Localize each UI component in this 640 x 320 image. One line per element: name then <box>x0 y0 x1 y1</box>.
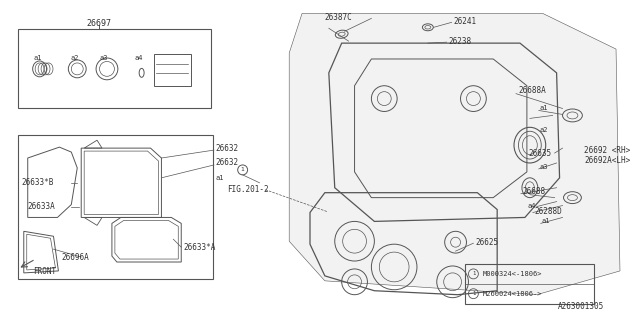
Bar <box>154 54 191 86</box>
Text: 1: 1 <box>472 291 475 296</box>
Text: a2: a2 <box>70 55 79 61</box>
Text: 26692A<LH>: 26692A<LH> <box>584 156 630 165</box>
Text: 26241: 26241 <box>454 17 477 26</box>
Text: 26633*A: 26633*A <box>183 243 216 252</box>
Text: a3: a3 <box>540 164 548 170</box>
Text: 26688: 26688 <box>523 187 546 196</box>
Text: 1: 1 <box>241 167 244 172</box>
Text: A263001305: A263001305 <box>557 302 604 311</box>
Text: 26688A: 26688A <box>518 86 546 95</box>
Text: FIG.201-2: FIG.201-2 <box>227 185 268 194</box>
Text: a1: a1 <box>540 106 548 111</box>
Text: a1: a1 <box>34 55 42 61</box>
Text: 1: 1 <box>472 271 475 276</box>
Text: 26633A: 26633A <box>28 202 56 211</box>
Bar <box>465 264 594 304</box>
Bar <box>18 29 211 108</box>
Text: a1: a1 <box>216 175 225 181</box>
Text: M260024<1806->: M260024<1806-> <box>483 291 542 297</box>
Polygon shape <box>289 13 620 295</box>
Text: a4: a4 <box>134 55 143 61</box>
Text: 26632: 26632 <box>216 158 239 167</box>
Text: a3: a3 <box>99 55 108 61</box>
Text: 26238: 26238 <box>449 37 472 46</box>
Text: M000324<-1806>: M000324<-1806> <box>483 271 542 277</box>
Text: 26387C: 26387C <box>325 13 353 22</box>
Text: 26633*B: 26633*B <box>22 178 54 187</box>
Text: a1: a1 <box>541 219 550 224</box>
Text: 26632: 26632 <box>216 144 239 153</box>
Text: 26625: 26625 <box>476 238 499 247</box>
Text: FRONT: FRONT <box>33 268 56 276</box>
Text: 26692 <RH>: 26692 <RH> <box>584 146 630 155</box>
Text: a2: a2 <box>540 127 548 133</box>
Text: 26696A: 26696A <box>61 252 89 261</box>
Text: 26697: 26697 <box>86 19 111 28</box>
Text: 26288D: 26288D <box>535 207 563 216</box>
Text: a4: a4 <box>528 203 536 209</box>
Text: 26635: 26635 <box>529 148 552 157</box>
